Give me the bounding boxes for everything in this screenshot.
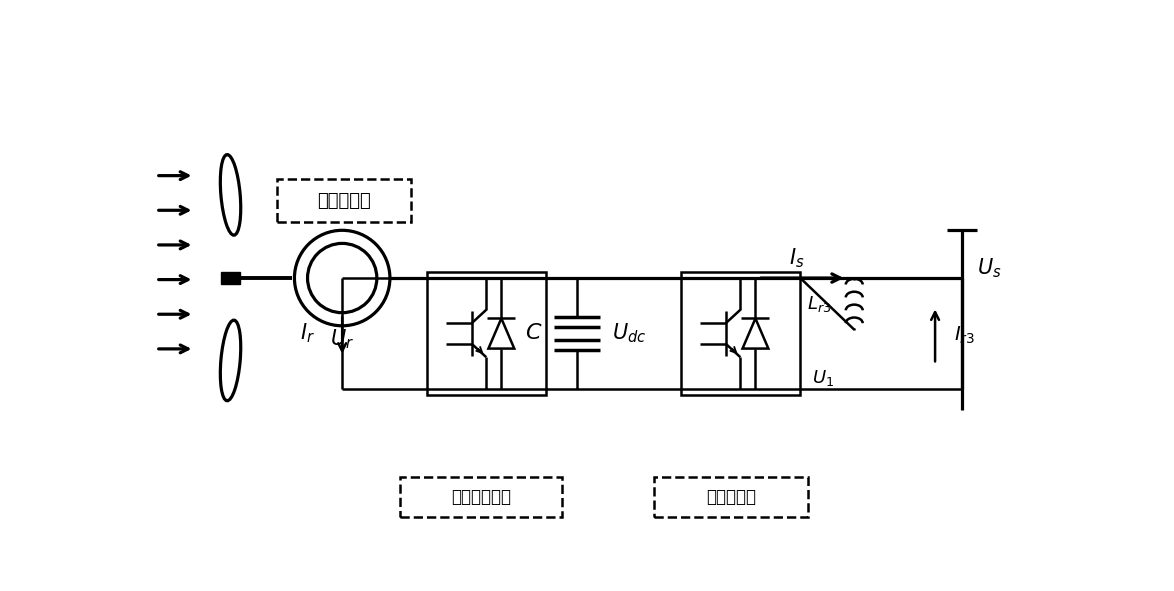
Text: $U_{dc}$: $U_{dc}$ <box>612 322 646 345</box>
Bar <box>277 180 411 222</box>
Text: $U_1$: $U_1$ <box>812 368 834 388</box>
Bar <box>400 477 561 517</box>
Text: $L_{r3}$: $L_{r3}$ <box>807 294 831 314</box>
Text: $U_s$: $U_s$ <box>978 256 1003 280</box>
Text: $U_r$: $U_r$ <box>330 328 355 352</box>
Text: $I_r$: $I_r$ <box>301 322 316 345</box>
Text: $I_{r3}$: $I_{r3}$ <box>954 325 976 346</box>
Bar <box>221 272 239 284</box>
Bar <box>427 272 546 395</box>
Text: $I_s$: $I_s$ <box>789 246 804 270</box>
Text: 异步发电机: 异步发电机 <box>317 191 371 210</box>
Text: 转子侧变流器: 转子侧变流器 <box>451 488 511 506</box>
Bar <box>681 272 801 395</box>
Bar <box>654 477 808 517</box>
Text: 网侧变流器: 网侧变流器 <box>706 488 756 506</box>
Text: $C$: $C$ <box>525 323 542 345</box>
